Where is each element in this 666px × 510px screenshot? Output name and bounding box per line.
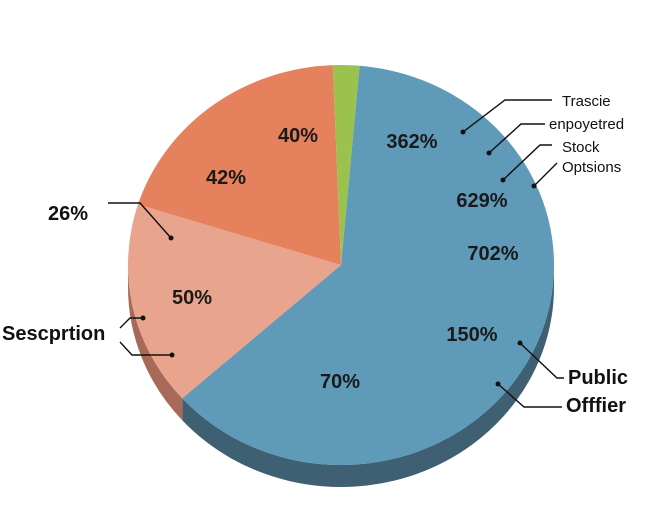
pie-side-peach — [128, 265, 183, 421]
slice-label-50: 50% — [172, 287, 212, 309]
leader-line-sescprtion-1 — [119, 317, 143, 329]
leader-dot-sescprtion-1 — [140, 315, 146, 321]
leader-line-26 — [108, 202, 172, 239]
slice-label-42: 42% — [206, 167, 246, 189]
leader-dot-offfier — [495, 381, 501, 387]
leader-line-trascie — [462, 99, 552, 133]
callout-offfier: Offfier — [566, 395, 626, 417]
leader-line-sescprtion-2 — [119, 341, 172, 356]
slice-label-629: 629% — [456, 190, 507, 212]
pie-slices — [128, 65, 555, 487]
leader-line-offfier — [497, 383, 562, 408]
callout-public: Public — [568, 367, 628, 389]
callout-trascie: Trascie — [562, 93, 611, 110]
callout-optsions: Optsions — [562, 159, 621, 176]
callout-stock: Stock — [562, 139, 600, 156]
leader-line-enpoyetred — [488, 123, 545, 154]
pie-slice-coral — [137, 65, 341, 265]
leader-dot-stock — [500, 177, 506, 183]
slice-label-40: 40% — [278, 125, 318, 147]
callout-sescprtion: Sescprtion — [2, 323, 105, 345]
pie-slice-green — [332, 65, 360, 265]
leader-dot-sescprtion-2 — [169, 352, 175, 358]
leader-line-stock — [502, 144, 552, 181]
slice-label-362: 362% — [386, 131, 437, 153]
slice-label-70: 70% — [320, 371, 360, 393]
leader-line-optsions — [533, 162, 558, 187]
slice-label-702: 702% — [467, 243, 518, 265]
callout-enpoyetred: enpoyetred — [549, 116, 624, 133]
slice-label-150: 150% — [446, 324, 497, 346]
pie-slice-blue — [182, 65, 555, 466]
leader-line-public — [519, 342, 564, 379]
leader-dot-26 — [168, 235, 174, 241]
pie-side-blue — [182, 265, 554, 487]
leader-dot-enpoyetred — [486, 150, 492, 156]
leader-dot-trascie — [460, 129, 466, 135]
leader-dot-optsions — [531, 183, 537, 189]
leader-dot-public — [517, 340, 523, 346]
pie-slice-peach — [128, 204, 341, 399]
callout-26: 26% — [48, 203, 88, 225]
